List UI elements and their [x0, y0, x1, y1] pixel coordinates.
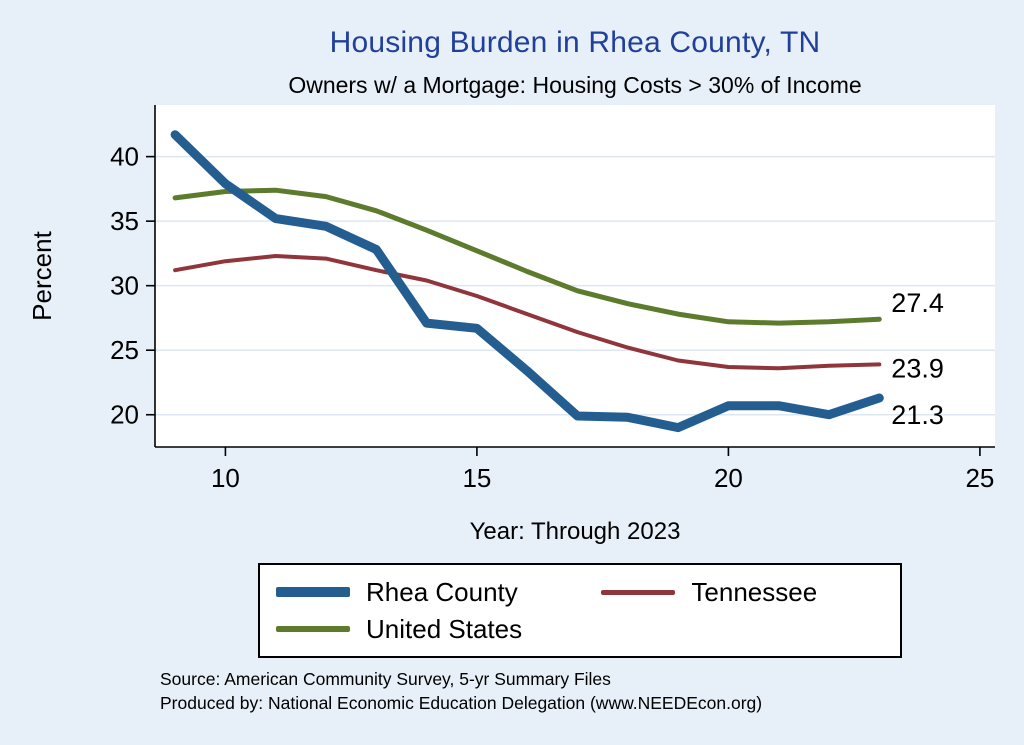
- chart-subtitle: Owners w/ a Mortgage: Housing Costs > 30…: [288, 72, 862, 98]
- legend-swatch-rhea-county: [276, 587, 350, 597]
- legend-item-united-states: United States: [276, 614, 601, 644]
- legend-item-rhea-county: Rhea County: [276, 577, 601, 607]
- legend-item-tennessee: Tennessee: [601, 577, 890, 607]
- legend-label-rhea-county: Rhea County: [366, 576, 518, 607]
- series-line-rhea: [170, 130, 884, 433]
- x-tick-label: 20: [714, 463, 743, 493]
- source-line-1: Source: American Community Survey, 5-yr …: [160, 669, 611, 689]
- x-tick-label: 15: [462, 463, 491, 493]
- legend-label-united-states: United States: [366, 613, 523, 644]
- x-axis-label: Year: Through 2023: [469, 518, 681, 545]
- plot-area: [155, 105, 995, 447]
- end-label-rhea: 21.3: [891, 400, 944, 430]
- y-tick-label: 20: [110, 400, 139, 430]
- y-tick-label: 35: [110, 206, 139, 236]
- y-tick-label: 30: [110, 271, 139, 301]
- x-tick-label: 25: [965, 463, 994, 493]
- series-line-tennessee: [173, 254, 882, 371]
- legend-swatch-united-states: [276, 626, 350, 632]
- legend-swatch-tennessee: [601, 589, 676, 595]
- source-note: Source: American Community Survey, 5-yr …: [160, 668, 762, 715]
- end-label-us: 27.4: [891, 288, 944, 318]
- legend: Rhea County Tennessee United States: [258, 563, 902, 658]
- y-tick-label: 40: [110, 142, 139, 172]
- series-line-us: [172, 187, 882, 326]
- end-label-tennessee: 23.9: [891, 353, 944, 383]
- y-tick-label: 25: [110, 335, 139, 365]
- source-line-2: Produced by: National Economic Education…: [160, 692, 763, 713]
- page-title: Housing Burden in Rhea County, TN: [329, 26, 821, 59]
- x-tick-label: 10: [211, 463, 240, 493]
- legend-label-tennessee: Tennessee: [691, 576, 818, 607]
